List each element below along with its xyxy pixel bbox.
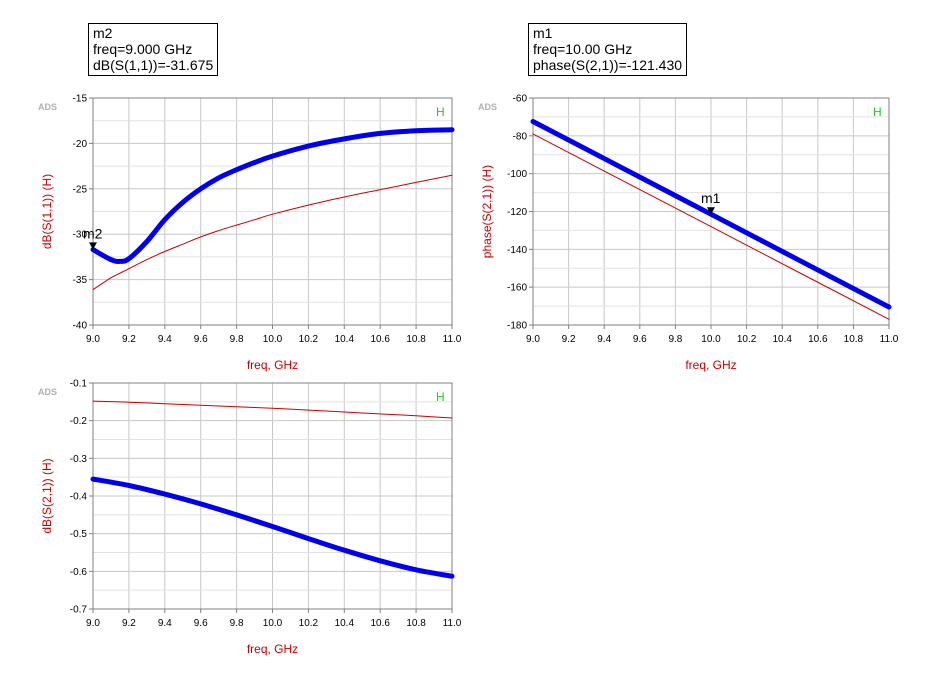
series-line-thin [92, 400, 453, 419]
y-tick-label: -180 [507, 321, 527, 332]
y-axis-label: dB(S(2,1)) (H) [40, 458, 54, 533]
x-tick-label: 10.6 [808, 334, 828, 345]
y-tick-label: -0.1 [70, 379, 88, 390]
x-tick-label: 10.6 [370, 618, 390, 629]
marker-value: dB(S(1,1))=-31.675 [93, 57, 214, 73]
x-tick-label: 9.4 [597, 334, 611, 345]
y-tick-label: -80 [513, 131, 528, 142]
y-axis-label: dB(S(1,1)) (H) [40, 174, 54, 249]
x-tick-label: 9.6 [194, 334, 208, 345]
marker-readout-m2: m2 freq=9.000 GHz dB(S(1,1))=-31.675 [88, 23, 219, 76]
marker-readout-m1: m1 freq=10.00 GHz phase(S(2,1))=-121.430 [528, 23, 688, 76]
x-tick-label: 9.0 [86, 334, 100, 345]
x-tick-label: 10.2 [299, 334, 319, 345]
x-tick-label: 9.2 [562, 334, 576, 345]
y-tick-label: -0.7 [70, 605, 88, 616]
y-tick-label: -0.5 [70, 529, 88, 540]
x-tick-label: 10.8 [406, 618, 426, 629]
marker-label: m1 [701, 190, 721, 206]
chart-1: 9.0 9.2 9.4 9.6 9.8 10.0 10.2 10.4 10.6 10.8 11.0 -… [38, 94, 462, 373]
y-tick-label: -100 [507, 169, 527, 180]
y-tick-label: -20 [73, 139, 88, 150]
y-tick-label: -60 [513, 94, 528, 105]
marker-triangle-icon [89, 242, 97, 250]
x-tick-label: 9.8 [230, 334, 244, 345]
marker-value: phase(S(2,1))=-121.430 [533, 57, 683, 73]
series-line-thin [532, 133, 890, 320]
x-tick-label: 10.8 [844, 334, 864, 345]
y-tick-label: -140 [507, 245, 527, 256]
y-tick-label: -0.3 [70, 454, 88, 465]
marker-name: m1 [533, 25, 553, 41]
chart-2: 9.0 9.2 9.4 9.6 9.8 10.0 10.2 10.4 10.6 10.8 11.0 -… [478, 94, 899, 373]
series-line-thick [90, 127, 455, 264]
corner-label: H [873, 105, 882, 119]
y-tick-label: -160 [507, 283, 527, 294]
y-tick-label: -40 [73, 321, 88, 332]
x-tick-label: 10.0 [701, 334, 721, 345]
x-tick-label: 10.4 [772, 334, 792, 345]
marker-name: m2 [93, 25, 113, 41]
ads-watermark: ADS [478, 102, 497, 112]
x-tick-label: 9.0 [526, 334, 540, 345]
series-line-thin [92, 174, 453, 291]
y-tick-label: -35 [73, 275, 88, 286]
y-axis-label: phase(S(2,1)) (H) [480, 165, 494, 258]
x-tick-label: 10.4 [335, 334, 355, 345]
x-tick-label: 9.4 [158, 334, 172, 345]
ads-watermark: ADS [38, 387, 57, 397]
x-axis-label: freq, GHz [247, 358, 298, 372]
x-tick-label: 9.8 [230, 618, 244, 629]
x-tick-label: 9.2 [122, 618, 136, 629]
x-tick-label: 9.6 [194, 618, 208, 629]
series-line-thick [90, 476, 455, 579]
x-tick-label: 10.2 [737, 334, 757, 345]
x-tick-label: 9.0 [86, 618, 100, 629]
x-tick-label: 11.0 [443, 334, 462, 345]
x-tick-label: 10.4 [335, 618, 355, 629]
corner-label: H [436, 105, 445, 119]
x-tick-label: 10.0 [263, 334, 283, 345]
y-tick-label: -25 [73, 184, 88, 195]
marker-freq: freq=10.00 GHz [533, 41, 633, 57]
x-axis-label: freq, GHz [685, 358, 736, 372]
marker-freq: freq=9.000 GHz [93, 41, 193, 57]
y-tick-label: -15 [73, 94, 88, 105]
y-tick-label: -30 [73, 230, 88, 241]
marker-label: m2 [83, 225, 103, 241]
x-tick-label: 10.6 [370, 334, 390, 345]
x-tick-label: 9.8 [668, 334, 682, 345]
marker-triangle-icon [707, 207, 715, 215]
y-tick-label: -120 [507, 207, 527, 218]
y-tick-label: -0.4 [70, 492, 88, 503]
x-tick-label: 10.8 [406, 334, 426, 345]
x-axis-label: freq, GHz [247, 642, 298, 656]
x-tick-label: 9.2 [122, 334, 136, 345]
x-tick-label: 10.0 [263, 618, 283, 629]
x-tick-label: 9.4 [158, 618, 172, 629]
x-tick-label: 9.6 [633, 334, 647, 345]
ads-watermark: ADS [38, 102, 57, 112]
y-tick-label: -0.6 [70, 567, 88, 578]
x-tick-label: 11.0 [443, 618, 462, 629]
y-tick-label: -0.2 [70, 416, 88, 427]
chart-3: 9.0 9.2 9.4 9.6 9.8 10.0 10.2 10.4 10.6 10.8 11.0 -… [38, 379, 462, 657]
corner-label: H [436, 390, 445, 404]
x-tick-label: 11.0 [880, 334, 899, 345]
x-tick-label: 10.2 [299, 618, 319, 629]
